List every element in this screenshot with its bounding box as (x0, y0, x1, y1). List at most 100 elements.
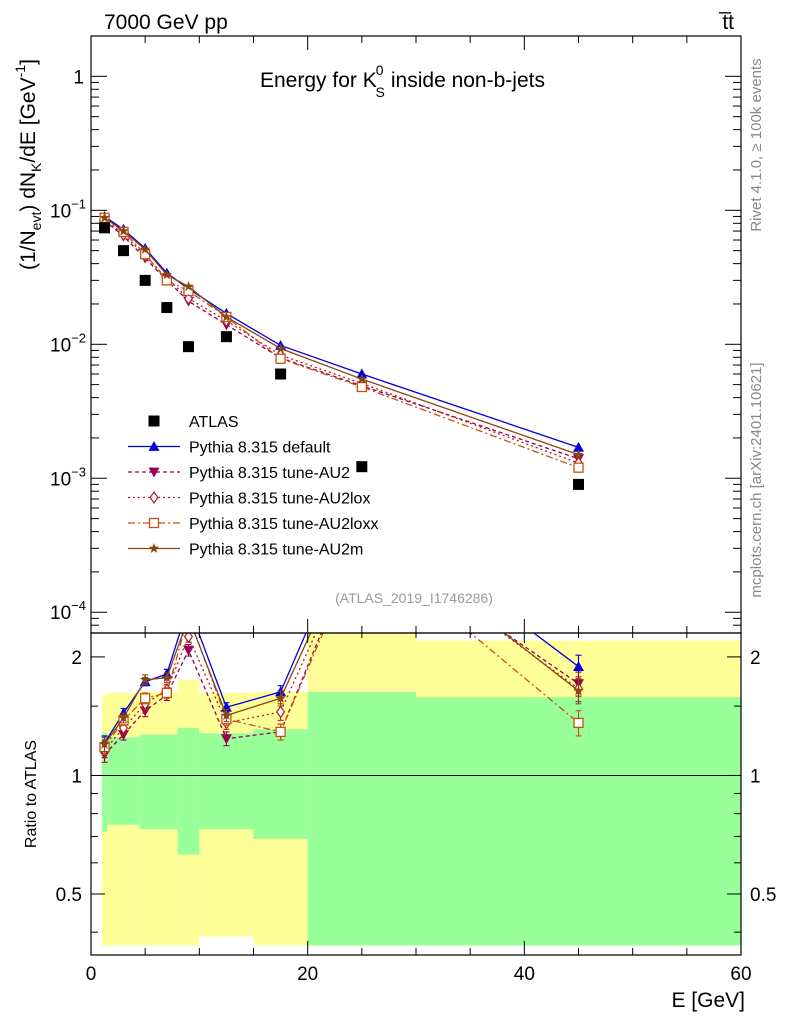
main-point-atlas-3 (161, 302, 173, 314)
ratio-point-s1-4 (183, 645, 194, 656)
ratio-point-s4-6 (275, 692, 286, 703)
ratio-line-series-0 (103, 633, 579, 744)
main-point-atlas-0 (99, 222, 111, 234)
ratio-point-s3-8 (573, 717, 584, 729)
header-process-label: t̅t (718, 11, 734, 34)
legend-label-1: Pythia 8.315 default (189, 440, 331, 457)
chart-title-main: Energy for K (260, 69, 377, 92)
main-point-atlas-6 (275, 368, 287, 380)
main-y-tick-label-1: 10−3 (50, 464, 86, 490)
main-point-s3-6 (275, 353, 286, 364)
legend-marker-2 (148, 467, 160, 478)
main-point-s4-0 (99, 212, 110, 223)
main-point-s4-7 (356, 373, 368, 384)
band-inner-4 (177, 727, 200, 855)
main-y-tick-exp-1: −3 (71, 464, 86, 479)
main-point-s4-4 (183, 281, 194, 291)
main-y-tick-base-4: 1 (73, 67, 84, 88)
header-energy-label: 7000 GeV pp (104, 11, 228, 34)
main-y-tick-exp-3: −1 (71, 196, 86, 211)
ratio-point-s3-6 (275, 726, 286, 738)
ratio-y-axis-label: Ratio to ATLAS (23, 740, 40, 848)
main-point-atlas-8 (573, 478, 584, 490)
ratio-point-s1-1 (118, 730, 129, 741)
main-point-atlas-7 (356, 461, 368, 473)
ratio-point-s4-4 (183, 612, 193, 622)
band-inner-5 (199, 733, 254, 830)
ratio-panel-series (99, 600, 584, 763)
ratio-point-s1-2 (139, 706, 151, 717)
ratio-point-s2-4 (183, 633, 194, 644)
x-tick-label-2: 40 (514, 964, 535, 985)
band-inner-8 (416, 697, 741, 946)
legend-marker-4 (148, 517, 160, 529)
x-tick-label-1: 20 (297, 964, 318, 985)
band-inner-1 (107, 737, 140, 825)
ratio-line-series-4 (104, 633, 579, 745)
ylabel-part-1: evt (28, 212, 44, 231)
ylabel-part-4: /dE [GeV (17, 77, 40, 162)
main-point-s3-8 (573, 462, 584, 473)
main-point-s4-6 (275, 343, 286, 353)
ratio-y-tick-label-0: 0.5 (56, 885, 82, 906)
ratio-point-s3-2 (140, 693, 151, 704)
main-point-atlas-2 (139, 274, 151, 286)
main-y-tick-base-3: 10 (50, 201, 71, 222)
main-line-series-0 (104, 215, 579, 449)
ratio-uncertainty-bands (101, 633, 741, 946)
main-point-s0-8 (573, 441, 584, 452)
ylabel-part-3: K (28, 162, 44, 172)
main-y-tick-base-1: 10 (50, 469, 71, 490)
x-tick-label-3: 60 (730, 964, 751, 985)
main-point-s4-1 (118, 225, 129, 236)
ratio-point-s4-3 (161, 672, 173, 683)
ylabel-part-6: ] (17, 59, 40, 65)
legend-marker-1 (148, 441, 160, 451)
main-point-atlas-5 (220, 331, 232, 343)
ylabel-part-0: (1/N (17, 230, 40, 270)
ylabel-part-2: ) dN (17, 172, 40, 212)
main-y-tick-label-4: 1 (73, 67, 84, 88)
ratio-point-s4-8 (573, 685, 584, 696)
main-panel-series (99, 210, 584, 490)
main-y-tick-exp-2: −2 (71, 330, 86, 345)
main-y-tick-exp-0: −4 (71, 598, 86, 613)
x-axis-label: E [GeV] (671, 989, 745, 1012)
band-inner-7 (307, 691, 416, 946)
legend-label-5: Pythia 8.315 tune-AU2m (189, 542, 363, 559)
legend-label-4: Pythia 8.315 tune-AU2loxx (189, 516, 378, 533)
ratio-y-tick-label-right-1: 1 (750, 766, 761, 787)
mcplots-reference-label: mcplots.cern.ch [arXiv:2401.10621] (748, 362, 765, 597)
legend-marker-3 (149, 490, 159, 505)
main-point-s3-7 (356, 381, 367, 393)
chart-title-rest: inside non-b-jets (391, 69, 545, 92)
ratio-point-s1-5 (220, 734, 232, 745)
ratio-y-tick-label-right-0: 0.5 (750, 885, 776, 906)
ratio-point-s0-8 (573, 661, 584, 671)
legend: ATLAS Pythia 8.315 default Pythia 8.315 tu… (128, 414, 378, 559)
ratio-point-s4-0 (99, 738, 110, 749)
main-line-series-1 (104, 219, 579, 460)
ylabel-part-5: -1 (12, 65, 28, 78)
ratio-point-s0-4 (183, 600, 194, 610)
main-point-s0-7 (356, 368, 368, 379)
ratio-point-s2-6 (276, 705, 286, 719)
main-point-atlas-1 (118, 245, 129, 257)
band-inner-0 (101, 733, 108, 832)
main-y-tick-base-2: 10 (50, 335, 71, 356)
main-y-axis-label: (1/Nevt) dNK/dE [GeV-1] (12, 59, 44, 270)
analysis-tag: (ATLAS_2019_I1746286) (335, 590, 493, 606)
main-y-tick-label-0: 10−4 (50, 598, 86, 624)
rivet-version-label: Rivet 4.1.0, ≥ 100k events (748, 58, 765, 231)
main-y-tick-label-3: 10−1 (50, 196, 86, 222)
main-point-atlas-4 (183, 341, 194, 353)
main-line-series-4 (104, 217, 579, 456)
ratio-y-tick-label-right-2: 2 (750, 648, 761, 669)
ratio-point-s4-2 (139, 674, 151, 685)
legend-marker-0 (148, 415, 160, 427)
main-point-s4-5 (221, 311, 232, 322)
band-inner-3 (156, 734, 178, 830)
